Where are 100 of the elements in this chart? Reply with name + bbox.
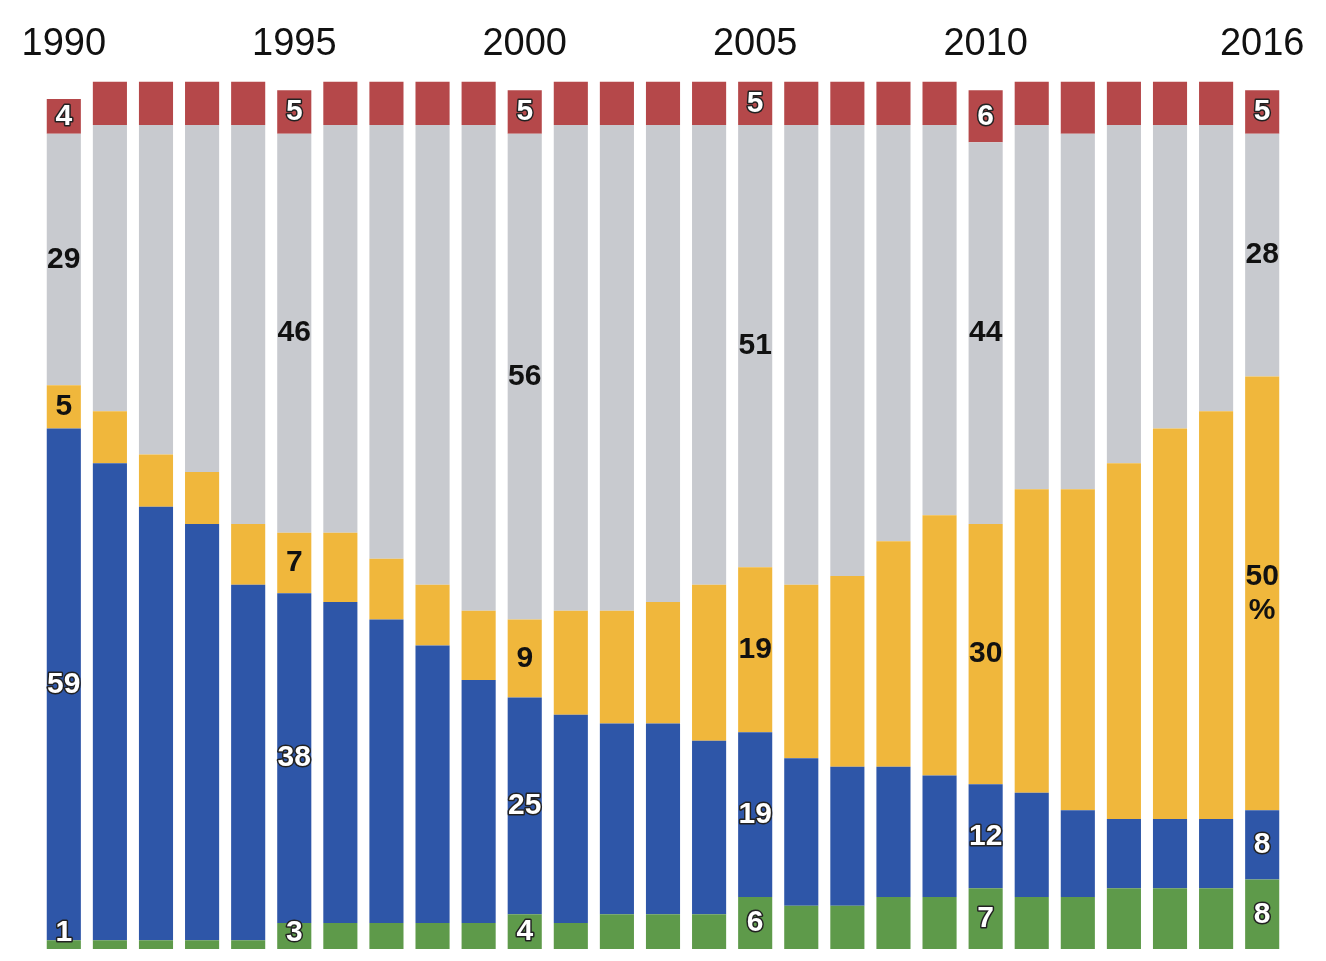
bar (599, 81, 634, 125)
bar (645, 602, 681, 724)
bar (507, 133, 542, 620)
bar (830, 81, 865, 125)
bar (1245, 376, 1280, 811)
bar (922, 81, 957, 125)
bar (323, 602, 358, 923)
bar (1199, 818, 1234, 889)
bar (461, 680, 496, 923)
bar (599, 124, 634, 611)
bar (461, 610, 496, 681)
bar (415, 645, 450, 923)
bar (553, 922, 588, 949)
bar (323, 81, 358, 125)
data-label: 5 (285, 93, 303, 127)
bar (231, 584, 266, 941)
data-label: 25 (508, 787, 542, 821)
bar (922, 515, 957, 776)
bar (185, 940, 220, 949)
bar (1199, 81, 1234, 125)
bar (553, 714, 588, 923)
bar (1152, 81, 1188, 125)
data-label: 6 (977, 97, 994, 131)
bar (645, 914, 681, 949)
bar (92, 411, 127, 464)
bar (922, 124, 957, 516)
bar (738, 124, 773, 568)
bar (185, 81, 220, 125)
bar (369, 922, 404, 949)
bar (599, 610, 634, 724)
bar (323, 124, 358, 533)
bar (231, 523, 266, 585)
data-label: 12 (968, 817, 1003, 851)
data-label: 38 (277, 739, 311, 773)
data-label: 1 (55, 914, 73, 948)
bar (1014, 896, 1049, 949)
bar (138, 81, 174, 125)
bar (1152, 124, 1188, 429)
bar (599, 723, 634, 915)
data-label: 46 (277, 314, 311, 348)
bar (692, 124, 727, 585)
bar (1060, 896, 1095, 949)
bar (876, 896, 911, 949)
data-label: 7 (977, 899, 994, 933)
x-tick-label: 2005 (712, 21, 798, 64)
bar (553, 81, 588, 125)
bar (415, 124, 450, 585)
bar (185, 124, 220, 472)
bar (1060, 489, 1095, 811)
bar (507, 619, 542, 698)
bar (876, 81, 911, 125)
bar (876, 541, 911, 767)
bar (830, 766, 865, 906)
bar (922, 775, 957, 897)
bar (138, 454, 174, 507)
bar (1014, 792, 1049, 897)
bar (553, 610, 588, 715)
data-label: 5 (1253, 93, 1271, 127)
bar (1106, 124, 1141, 464)
bar (323, 922, 358, 949)
bar (92, 463, 127, 941)
data-label: 4 (516, 912, 534, 946)
bar (231, 81, 266, 125)
data-label: 3 (285, 914, 303, 948)
bar (1014, 81, 1049, 125)
bar (876, 124, 911, 542)
bar (323, 532, 358, 603)
bar (645, 723, 681, 915)
bar (599, 914, 634, 949)
data-label: 5 (516, 93, 534, 127)
data-label: 19 (738, 795, 772, 829)
bar (92, 940, 127, 949)
bar (138, 124, 174, 455)
data-label: 7 (285, 544, 303, 578)
bar (231, 124, 266, 524)
bar (692, 81, 727, 125)
bar (830, 905, 865, 949)
bar (692, 914, 727, 949)
bar (1152, 428, 1188, 819)
bar (415, 922, 450, 949)
data-label: 5 (55, 388, 73, 422)
bar (692, 740, 727, 915)
bar (138, 940, 174, 949)
data-label: 51 (738, 327, 772, 361)
bar (968, 142, 1003, 524)
bar (738, 567, 773, 733)
bar (922, 896, 957, 949)
data-label: 9 (516, 639, 534, 673)
data-label: 28 (1245, 236, 1279, 270)
bar (138, 506, 174, 941)
bar (277, 593, 312, 923)
bar (1106, 81, 1141, 125)
bar (185, 471, 220, 524)
x-tick-label: 1995 (251, 21, 337, 64)
data-label: 8 (1253, 895, 1271, 929)
data-label: 5 (746, 84, 764, 118)
data-label: 29 (47, 240, 81, 274)
bar (1199, 411, 1234, 819)
bar (1152, 888, 1188, 949)
data-label: 6 (746, 904, 764, 938)
